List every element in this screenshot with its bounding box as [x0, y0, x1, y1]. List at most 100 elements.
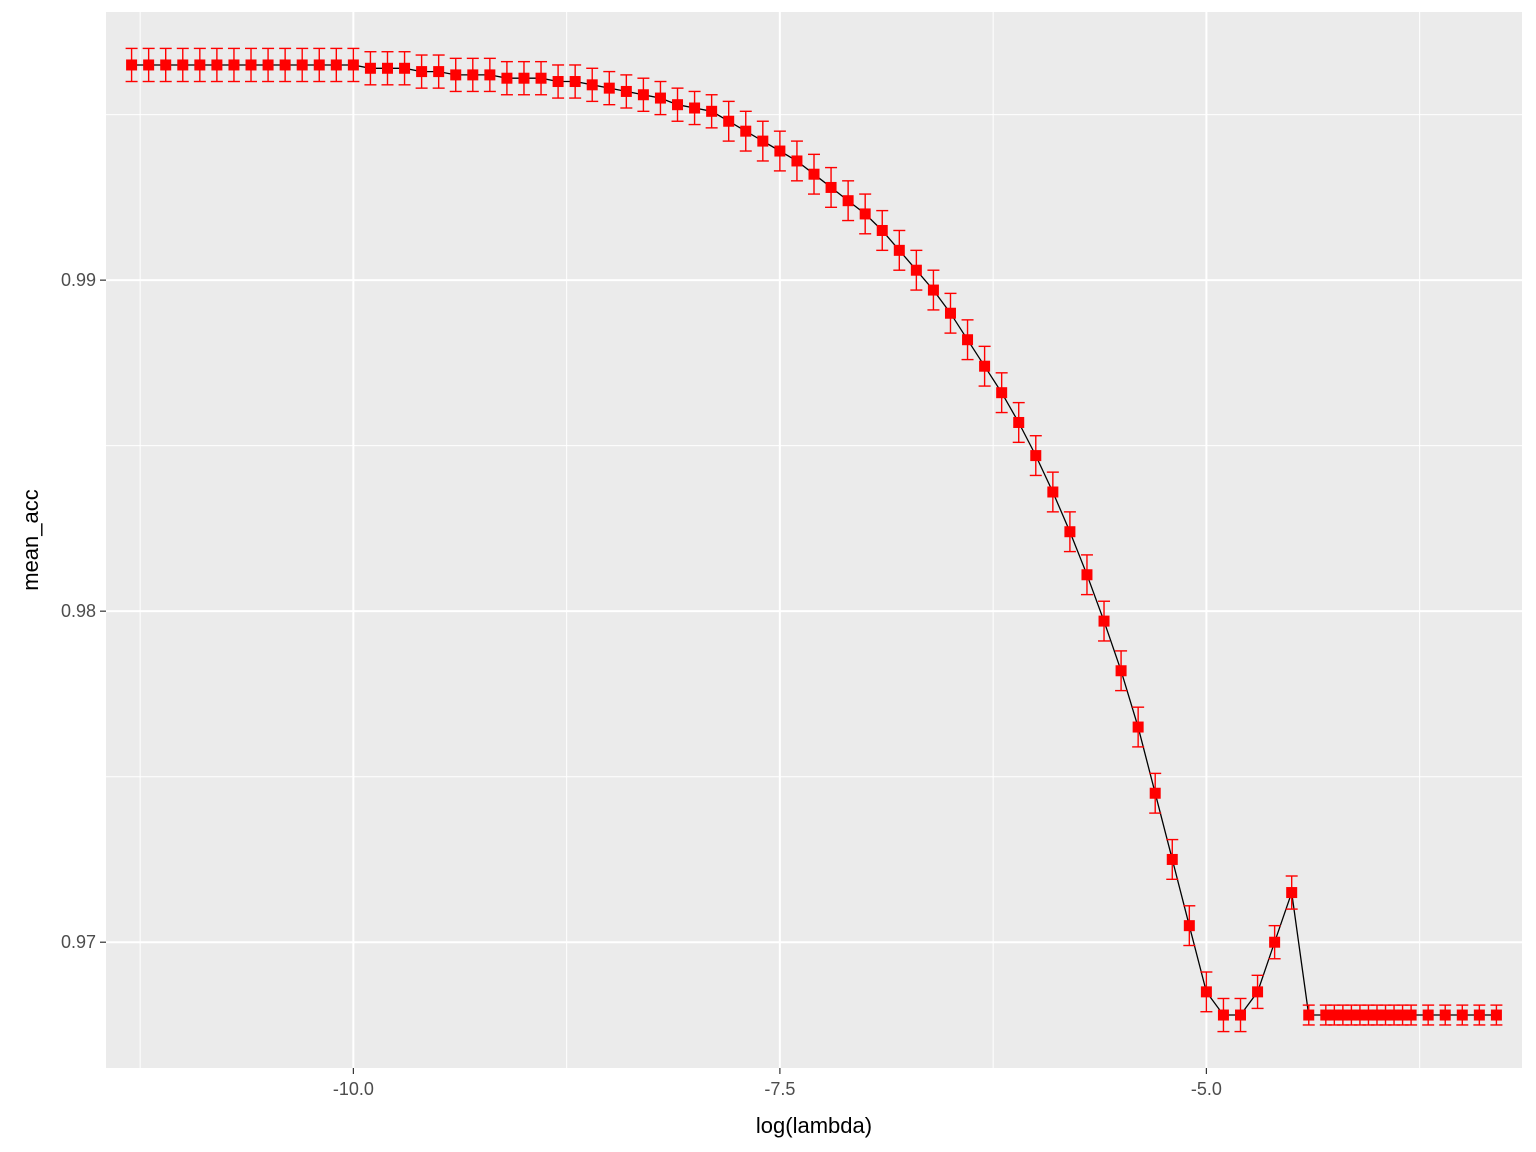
data-point [1345, 1009, 1357, 1021]
data-point [927, 284, 939, 296]
grid-minor [106, 12, 1522, 1068]
x-tick-label: -5.0 [1191, 1079, 1222, 1099]
data-point [296, 59, 308, 71]
y-tick-label: 0.98 [61, 601, 96, 621]
data-point [1149, 787, 1161, 799]
data-point [245, 59, 257, 71]
data-point [347, 59, 359, 71]
data-point [518, 72, 530, 84]
data-point [979, 360, 991, 372]
x-axis-title: log(lambda) [756, 1113, 872, 1138]
data-point [1047, 486, 1059, 498]
data-point [1422, 1009, 1434, 1021]
data-point [1303, 1009, 1315, 1021]
data-point [825, 181, 837, 193]
data-point [1439, 1009, 1451, 1021]
data-point [740, 125, 752, 137]
data-point [620, 85, 632, 97]
data-point [1098, 615, 1110, 627]
data-point [501, 72, 513, 84]
y-tick-label: 0.97 [61, 932, 96, 952]
data-point [160, 59, 172, 71]
y-axis-title: mean_acc [18, 489, 43, 591]
data-point [228, 59, 240, 71]
data-point [654, 92, 666, 104]
data-point [637, 89, 649, 101]
data-point [1397, 1009, 1409, 1021]
data-point [1337, 1009, 1349, 1021]
data-point [126, 59, 138, 71]
x-tick-label: -10.0 [333, 1079, 374, 1099]
data-point [467, 69, 479, 81]
data-point [177, 59, 189, 71]
data-point [399, 62, 411, 74]
data-point [723, 115, 735, 127]
data-point [1252, 986, 1264, 998]
data-point [842, 195, 854, 207]
data-point [1456, 1009, 1468, 1021]
data-point [1132, 721, 1144, 733]
data-point [194, 59, 206, 71]
data-point [1235, 1009, 1247, 1021]
data-point [1013, 416, 1025, 428]
data-point [1115, 665, 1127, 677]
data-point [381, 62, 393, 74]
series-layer [125, 47, 1503, 1033]
data-point [569, 76, 581, 88]
data-point [1166, 853, 1178, 865]
data-point [1217, 1009, 1229, 1021]
data-point [1473, 1009, 1485, 1021]
data-point [1200, 986, 1212, 998]
data-point [1328, 1009, 1340, 1021]
data-point [791, 155, 803, 167]
data-point [859, 208, 871, 220]
data-point [364, 62, 376, 74]
data-point [962, 334, 974, 346]
data-point [1320, 1009, 1332, 1021]
data-point [1371, 1009, 1383, 1021]
data-point [1490, 1009, 1502, 1021]
data-point [433, 66, 445, 78]
data-point [313, 59, 325, 71]
data-point [757, 135, 769, 147]
data-point [876, 224, 888, 236]
data-point [996, 387, 1008, 399]
data-point [262, 59, 274, 71]
data-point [1380, 1009, 1392, 1021]
data-point [689, 102, 701, 114]
data-point [910, 264, 922, 276]
data-point [603, 82, 615, 94]
data-point [672, 99, 684, 111]
data-point [1269, 936, 1281, 948]
data-point [774, 145, 786, 157]
data-point [552, 76, 564, 88]
data-point [1286, 887, 1298, 899]
data-point [1030, 450, 1042, 462]
data-point [1354, 1009, 1366, 1021]
x-axis-ticks: -10.0 -7.5 -5.0 [333, 1068, 1222, 1099]
data-point [535, 72, 547, 84]
data-point [143, 59, 155, 71]
data-point [706, 105, 718, 117]
data-point [416, 66, 428, 78]
data-point [450, 69, 462, 81]
data-point [586, 79, 598, 91]
data-point [484, 69, 496, 81]
grid-major [106, 12, 1522, 1068]
data-point [1064, 526, 1076, 538]
data-point [1405, 1009, 1417, 1021]
data-point [1388, 1009, 1400, 1021]
data-point [893, 244, 905, 256]
y-axis-ticks: 0.97 0.98 0.99 [61, 270, 106, 952]
data-point [1183, 920, 1195, 932]
data-point [808, 168, 820, 180]
x-tick-label: -7.5 [764, 1079, 795, 1099]
y-tick-label: 0.99 [61, 270, 96, 290]
data-point [330, 59, 342, 71]
data-point [1362, 1009, 1374, 1021]
data-point [279, 59, 291, 71]
data-point [1081, 569, 1093, 581]
data-point [211, 59, 223, 71]
data-point [944, 307, 956, 319]
